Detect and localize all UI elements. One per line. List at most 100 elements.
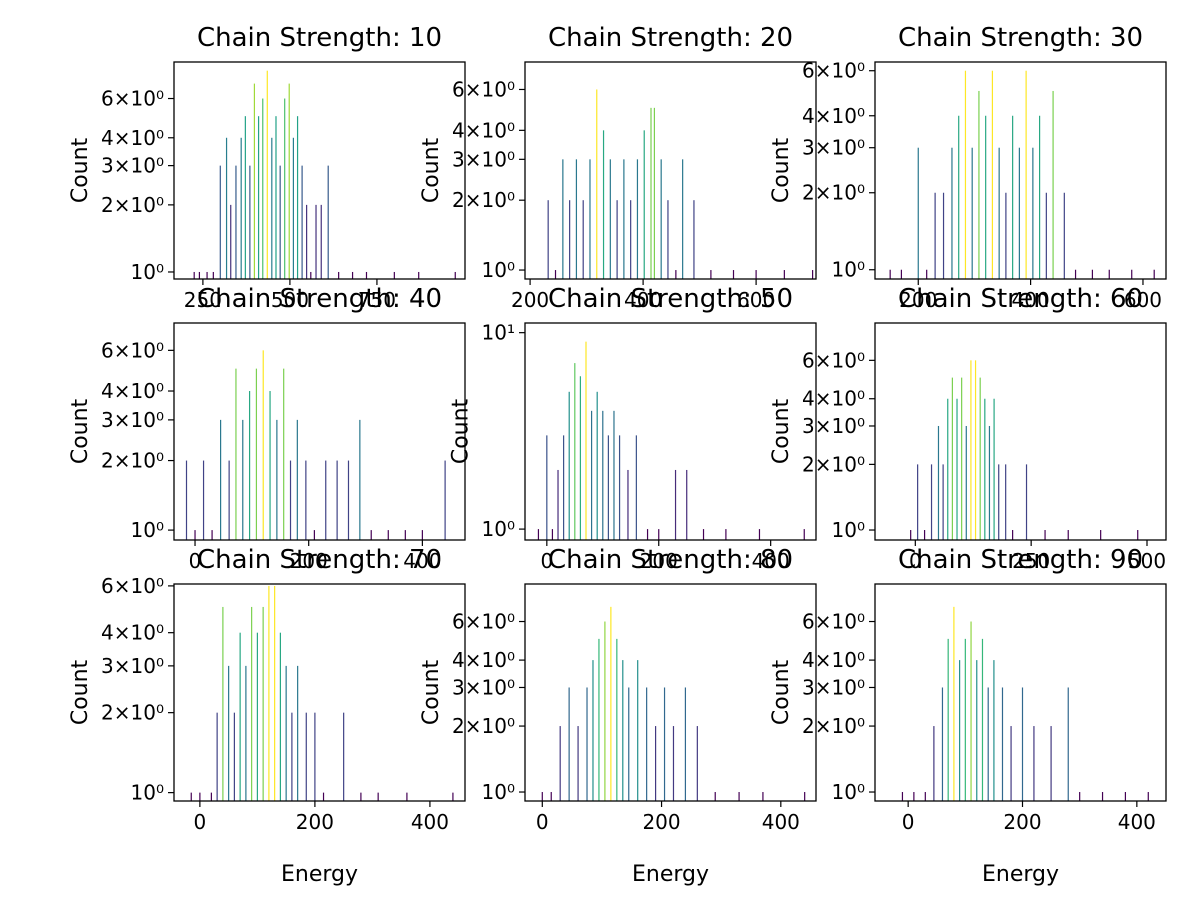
- bar: [923, 530, 926, 540]
- bar: [917, 147, 919, 279]
- bar: [190, 792, 192, 801]
- bar: [693, 200, 695, 279]
- y-tick-label: 6×10⁰: [802, 348, 865, 372]
- bar: [616, 200, 618, 279]
- bar: [568, 687, 570, 801]
- bar: [604, 621, 606, 801]
- bar: [220, 419, 222, 540]
- bar: [913, 792, 915, 801]
- x-tick-label: 0: [902, 810, 915, 834]
- bar: [964, 638, 966, 801]
- bar: [686, 469, 688, 540]
- y-tick-label: 4×10⁰: [452, 648, 515, 672]
- y-tick-label: 6×10⁰: [452, 77, 515, 101]
- bar: [320, 204, 322, 279]
- bar: [370, 530, 372, 540]
- bar: [951, 377, 953, 540]
- x-tick-label: 500: [1128, 549, 1166, 573]
- y-tick-label: 10⁰: [832, 780, 865, 804]
- y-tick-label: 6×10⁰: [101, 338, 164, 362]
- bar: [1050, 726, 1052, 801]
- y-tick-label: 3×10⁰: [452, 147, 515, 171]
- bar: [577, 726, 579, 801]
- bar: [235, 165, 237, 279]
- bar: [271, 137, 273, 279]
- y-tick-label: 3×10⁰: [101, 154, 164, 178]
- bar: [812, 270, 814, 279]
- bar: [235, 368, 237, 540]
- bar: [253, 83, 256, 279]
- bar: [993, 398, 995, 540]
- bar: [910, 530, 912, 540]
- bar: [1101, 792, 1104, 801]
- bar: [627, 469, 629, 540]
- bar: [568, 391, 570, 540]
- bar: [702, 529, 705, 540]
- bar: [216, 712, 218, 801]
- bar: [210, 792, 212, 801]
- bar: [758, 529, 761, 540]
- bar: [574, 363, 576, 540]
- bar: [630, 200, 632, 279]
- bar: [244, 116, 246, 279]
- bar: [284, 98, 286, 279]
- bar: [202, 460, 205, 540]
- bar: [598, 638, 600, 801]
- bar: [194, 530, 196, 540]
- subplot: 10⁰ 2×10⁰ 3×10⁰ 4×10⁰ 6×10⁰ 0 200 400 Chain Stre…: [769, 545, 1167, 887]
- bar: [557, 469, 559, 540]
- bar: [579, 376, 582, 540]
- axes-frame: [874, 583, 1167, 802]
- bar: [959, 660, 961, 801]
- bar: [998, 464, 1000, 540]
- bar: [1012, 530, 1014, 540]
- bar: [934, 192, 936, 279]
- bar: [285, 665, 287, 801]
- bar: [283, 368, 285, 540]
- bar: [637, 660, 639, 801]
- x-tick-label: 200: [290, 549, 328, 573]
- bar: [336, 460, 338, 540]
- bar: [313, 530, 315, 540]
- bar: [616, 638, 618, 801]
- bar: [646, 529, 649, 540]
- bar: [444, 460, 446, 540]
- bar: [206, 271, 208, 279]
- y-tick-label: 6×10⁰: [101, 574, 164, 598]
- y-tick-label: 2×10⁰: [452, 714, 515, 738]
- bar: [225, 137, 228, 279]
- bars: [889, 70, 1155, 279]
- bar: [1074, 269, 1077, 279]
- bar: [351, 271, 354, 279]
- y-tick-label: 10⁰: [131, 260, 164, 284]
- y-tick-label: 4×10⁰: [101, 379, 164, 403]
- bar: [1018, 147, 1020, 279]
- bar: [266, 70, 268, 279]
- y-tick-label: 3×10⁰: [802, 414, 865, 438]
- subplot-title: Chain Strength: 50: [548, 284, 793, 314]
- bar: [198, 271, 201, 279]
- bar: [269, 391, 271, 540]
- bar: [274, 585, 276, 801]
- bar: [291, 712, 293, 801]
- bars: [901, 606, 1149, 801]
- subplot-title: Chain Strength: 20: [548, 23, 793, 53]
- bar: [185, 460, 188, 540]
- bar: [359, 419, 361, 540]
- bar: [596, 89, 598, 279]
- bar: [987, 687, 989, 801]
- bar: [653, 107, 655, 279]
- x-tick-label: 0: [909, 549, 922, 573]
- bar: [589, 159, 591, 279]
- bar: [387, 530, 389, 540]
- bar: [1153, 269, 1155, 279]
- x-tick-label: 200: [899, 288, 937, 312]
- bar: [421, 530, 423, 540]
- bar: [1001, 687, 1004, 801]
- bar: [1010, 726, 1012, 801]
- bar: [279, 165, 281, 279]
- y-axis-label: Count: [68, 137, 93, 203]
- bar: [1137, 530, 1139, 540]
- bar: [262, 606, 264, 801]
